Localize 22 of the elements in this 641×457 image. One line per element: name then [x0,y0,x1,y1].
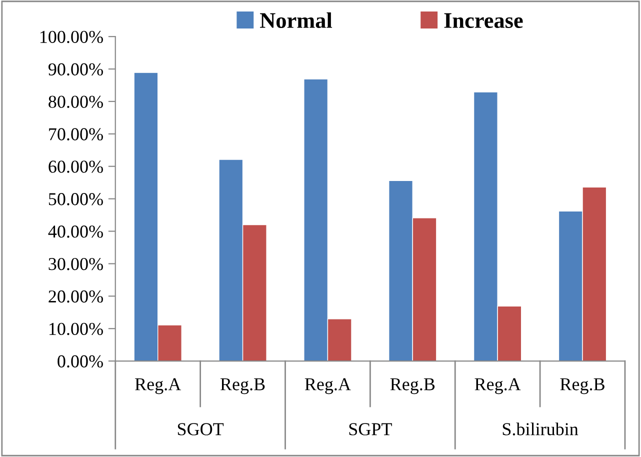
y-tick-label: 50.00% [48,193,103,206]
y-tick-label: 100.00% [40,30,103,44]
legend-label: Increase [444,13,523,28]
y-tick-label: 40.00% [48,226,103,238]
x-tick-label: Reg.A [135,378,182,394]
legend-label: Normal [260,12,332,28]
y-tick-label: 20.00% [48,290,103,303]
y-tick-label: 10.00% [50,322,103,336]
y-tick-label: 80.00% [48,96,103,108]
x-tick-label: Reg.A [474,378,521,394]
y-tick-label: 90.00% [48,63,103,76]
text: S.bilirubin [502,422,578,436]
y-tick-label: 60.00% [48,160,103,173]
x-tick-label: Reg.B [220,378,265,394]
x-tick-label: Reg.B [390,378,435,394]
y-tick-label: 30.00% [48,258,103,270]
x-tick-label: Reg.A [304,378,351,394]
text: SGOT [178,423,224,436]
y-tick-label: 0.00% [58,355,103,368]
y-tick-label: 70.00% [49,128,103,140]
text: SGPT [349,423,392,436]
x-tick-label: Reg.B [560,378,604,394]
